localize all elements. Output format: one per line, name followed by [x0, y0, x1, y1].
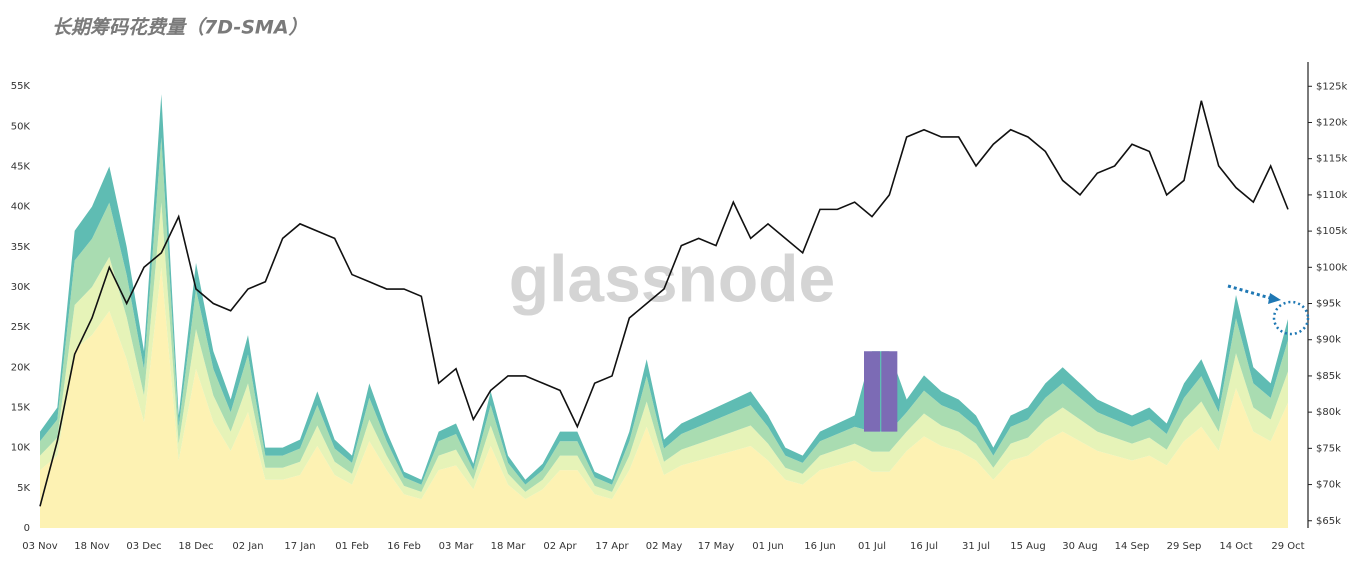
- y-tick-label: 0: [24, 523, 30, 534]
- y-tick-label: 40K: [11, 202, 31, 213]
- y-tick-label: 55K: [11, 81, 31, 92]
- y2-tick-label: $115k: [1316, 154, 1347, 165]
- y-tick-label: 30K: [11, 282, 31, 293]
- y2-tick-label: $90k: [1316, 335, 1341, 346]
- y-tick-label: 15K: [11, 402, 31, 413]
- x-tick-label: 29 Oct: [1271, 541, 1304, 552]
- x-tick-label: 17 Jan: [284, 541, 315, 552]
- y-tick-label: 50K: [11, 121, 31, 132]
- x-tick-label: 17 May: [698, 541, 735, 552]
- x-tick-label: 14 Sep: [1115, 541, 1150, 552]
- y-tick-label: 5K: [17, 483, 30, 494]
- x-tick-label: 03 Dec: [126, 541, 161, 552]
- annotation-circle: [1272, 300, 1310, 336]
- y2-tick-label: $75k: [1316, 443, 1341, 454]
- x-tick-label: 01 Jul: [858, 541, 886, 552]
- x-tick-label: 16 Feb: [387, 541, 421, 552]
- x-tick-label: 14 Oct: [1219, 541, 1252, 552]
- y-tick-label: 35K: [11, 242, 31, 253]
- x-tick-label: 18 Nov: [74, 541, 110, 552]
- y-tick-label: 20K: [11, 362, 31, 373]
- chart-title: 长期筹码花费量（7D-SMA）: [52, 17, 308, 39]
- spike-area: [864, 351, 880, 432]
- x-tick-label: 15 Aug: [1010, 541, 1045, 552]
- watermark: glassnode: [509, 241, 835, 315]
- y2-tick-label: $100k: [1316, 262, 1347, 273]
- x-tick-label: 01 Feb: [335, 541, 369, 552]
- y2-tick-label: $80k: [1316, 407, 1341, 418]
- x-tick-label: 18 Mar: [491, 541, 527, 552]
- y2-tick-label: $70k: [1316, 480, 1341, 491]
- y2-tick-label: $65k: [1316, 516, 1341, 527]
- x-tick-label: 29 Sep: [1167, 541, 1202, 552]
- y2-tick-label: $120k: [1316, 117, 1347, 128]
- x-tick-label: 01 Jun: [752, 541, 784, 552]
- x-tick-label: 02 Apr: [543, 541, 577, 552]
- x-tick-label: 02 May: [646, 541, 683, 552]
- x-tick-label: 18 Dec: [178, 541, 213, 552]
- area: [40, 267, 1288, 528]
- x-tick-label: 30 Aug: [1062, 541, 1097, 552]
- y2-tick-label: $95k: [1316, 299, 1341, 310]
- y-tick-label: 10K: [11, 443, 31, 454]
- x-tick-label: 31 Jul: [962, 541, 990, 552]
- y-tick-label: 25K: [11, 322, 31, 333]
- x-tick-label: 16 Jul: [910, 541, 938, 552]
- y2-tick-label: $105k: [1316, 226, 1347, 237]
- x-tick-label: 03 Nov: [22, 541, 58, 552]
- x-tick-label: 16 Jun: [804, 541, 836, 552]
- y2-tick-label: $125k: [1316, 81, 1347, 92]
- annotation-arrowhead: [1268, 293, 1281, 304]
- y-tick-label: 45K: [11, 161, 31, 172]
- y2-tick-label: $85k: [1316, 371, 1341, 382]
- x-tick-label: 17 Apr: [595, 541, 629, 552]
- y2-tick-label: $110k: [1316, 190, 1347, 201]
- spike-area: [881, 351, 898, 432]
- price-line: [39, 100, 1289, 507]
- x-tick-label: 02 Jan: [232, 541, 263, 552]
- annotation-arrow: [1227, 284, 1271, 300]
- x-tick-label: 03 Mar: [439, 541, 475, 552]
- plot: [39, 94, 1289, 528]
